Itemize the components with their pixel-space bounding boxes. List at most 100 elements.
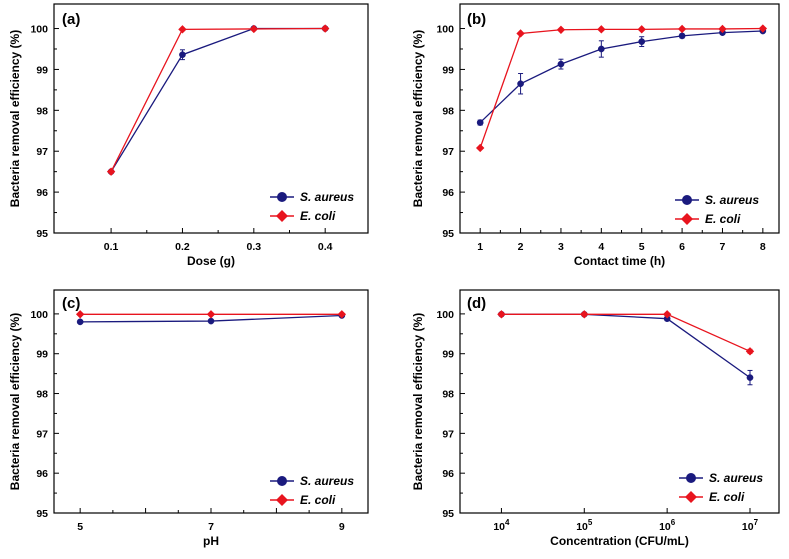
x-tick-label: 9 bbox=[339, 521, 345, 533]
data-point-e-coli bbox=[475, 143, 485, 153]
y-tick-label: 96 bbox=[36, 187, 48, 199]
x-tick-label: 8 bbox=[760, 241, 766, 253]
x-tick-label: 7 bbox=[208, 521, 214, 533]
x-axis-label: pH bbox=[203, 534, 219, 548]
legend-label-e-coli: E. coli bbox=[705, 212, 741, 226]
y-tick-label: 96 bbox=[442, 468, 454, 480]
data-point-e-coli bbox=[745, 347, 755, 356]
x-tick-label: 104 bbox=[493, 518, 510, 533]
data-point-s-aureus bbox=[678, 32, 686, 40]
y-tick-label: 98 bbox=[442, 389, 454, 401]
data-point-e-coli bbox=[206, 310, 216, 319]
y-tick-label: 99 bbox=[36, 349, 48, 361]
data-point-s-aureus bbox=[746, 374, 754, 381]
x-tick-label: 0.3 bbox=[247, 241, 262, 253]
y-tick-label: 98 bbox=[442, 105, 454, 117]
legend-marker-s-aureus bbox=[686, 473, 696, 483]
panel-label: (c) bbox=[62, 295, 80, 312]
x-axis-label: Contact time (h) bbox=[574, 254, 665, 268]
legend-marker-e-coli bbox=[276, 494, 288, 506]
data-point-s-aureus bbox=[638, 38, 646, 45]
legend-marker-s-aureus bbox=[277, 476, 287, 486]
series-line-s-aureus bbox=[479, 30, 763, 124]
series-line-e-coli bbox=[110, 27, 326, 172]
panel-label: (a) bbox=[62, 11, 80, 28]
y-tick-label: 100 bbox=[436, 309, 454, 321]
data-point-e-coli bbox=[758, 24, 768, 33]
y-tick-label: 97 bbox=[36, 428, 48, 440]
legend-label-e-coli: E. coli bbox=[709, 490, 745, 504]
panel-label: (b) bbox=[467, 11, 486, 28]
data-point-s-aureus bbox=[76, 318, 84, 326]
x-tick-label: 2 bbox=[518, 241, 524, 253]
x-tick-label: 106 bbox=[659, 518, 676, 533]
data-point-s-aureus bbox=[476, 119, 484, 126]
data-point-e-coli bbox=[178, 25, 187, 34]
legend-label-s-aureus: S. aureus bbox=[300, 190, 354, 204]
y-tick-label: 96 bbox=[442, 187, 454, 199]
x-tick-label: 7 bbox=[720, 241, 726, 253]
y-axis-label: Bacteria removal efficiency (%) bbox=[8, 313, 22, 490]
y-tick-label: 100 bbox=[436, 24, 454, 36]
legend-label-e-coli: E. coli bbox=[300, 493, 336, 507]
data-point-s-aureus bbox=[557, 60, 565, 68]
legend-label-s-aureus: S. aureus bbox=[705, 193, 759, 207]
x-tick-label: 0.2 bbox=[175, 241, 190, 253]
x-tick-label: 0.1 bbox=[104, 241, 119, 253]
y-tick-label: 98 bbox=[36, 105, 48, 117]
x-tick-label: 0.4 bbox=[318, 241, 333, 253]
chart-panel-4: 95 96 97 98 99 100 104 105 106 107 Concentration (… bbox=[411, 289, 780, 548]
data-point-e-coli bbox=[497, 310, 506, 319]
y-axis-label: Bacteria removal efficiency (%) bbox=[411, 313, 425, 490]
y-tick-label: 97 bbox=[36, 146, 48, 158]
data-point-e-coli bbox=[580, 310, 589, 319]
y-tick-label: 95 bbox=[36, 228, 48, 240]
data-point-e-coli bbox=[337, 310, 347, 319]
y-tick-label: 95 bbox=[36, 508, 48, 520]
x-axis-label: Dose (g) bbox=[187, 254, 235, 268]
legend-marker-e-coli bbox=[276, 210, 288, 222]
x-tick-label: 5 bbox=[639, 241, 645, 253]
y-axis-label: Bacteria removal efficiency (%) bbox=[8, 30, 22, 207]
x-tick-label: 3 bbox=[558, 241, 564, 253]
y-axis-label: Bacteria removal efficiency (%) bbox=[411, 30, 425, 207]
series-line-s-aureus bbox=[501, 313, 751, 379]
y-tick-label: 97 bbox=[442, 146, 454, 158]
y-tick-label: 95 bbox=[442, 228, 454, 240]
x-tick-label: 6 bbox=[679, 241, 685, 253]
data-point-e-coli bbox=[320, 24, 330, 33]
plot-frame bbox=[459, 289, 780, 514]
x-axis-label: Concentration (CFU/mL) bbox=[550, 534, 689, 548]
y-tick-label: 97 bbox=[442, 428, 454, 440]
legend-label-e-coli: E. coli bbox=[300, 209, 336, 223]
data-point-e-coli bbox=[718, 24, 727, 34]
y-tick-label: 100 bbox=[30, 24, 48, 36]
plot-frame bbox=[53, 3, 369, 234]
data-point-e-coli bbox=[637, 25, 646, 34]
panel-label: (d) bbox=[467, 295, 486, 312]
data-point-e-coli bbox=[556, 25, 566, 34]
legend-label-s-aureus: S. aureus bbox=[709, 471, 763, 485]
data-point-e-coli bbox=[249, 24, 259, 34]
chart-panel-2: 95 96 97 98 99 100 1 2 3 4 5 6 7 8 Contact time (h) Bac… bbox=[411, 3, 780, 268]
data-point-e-coli bbox=[106, 167, 116, 176]
legend-marker-e-coli bbox=[681, 213, 693, 225]
y-tick-label: 99 bbox=[442, 349, 454, 361]
data-point-e-coli bbox=[677, 24, 687, 34]
data-point-e-coli bbox=[516, 29, 525, 38]
series-line-e-coli bbox=[479, 27, 763, 149]
data-point-s-aureus bbox=[179, 51, 186, 59]
data-point-e-coli bbox=[75, 310, 85, 319]
chart-panel-1: 95 96 97 98 99 100 0.1 0.2 0.3 0.4 Dose (g) Bacteri… bbox=[8, 3, 369, 268]
y-tick-label: 100 bbox=[30, 309, 48, 321]
y-tick-label: 96 bbox=[36, 468, 48, 480]
x-tick-label: 1 bbox=[477, 241, 483, 253]
x-tick-label: 107 bbox=[742, 518, 759, 533]
legend-marker-e-coli bbox=[685, 491, 697, 503]
series-line-e-coli bbox=[501, 313, 751, 352]
y-tick-label: 95 bbox=[442, 508, 454, 520]
legend-marker-s-aureus bbox=[277, 192, 287, 202]
x-tick-label: 4 bbox=[598, 241, 604, 253]
chart-panel-3: 95 96 97 98 99 100 5 7 9 pH Bacteria removal effic… bbox=[8, 289, 369, 548]
